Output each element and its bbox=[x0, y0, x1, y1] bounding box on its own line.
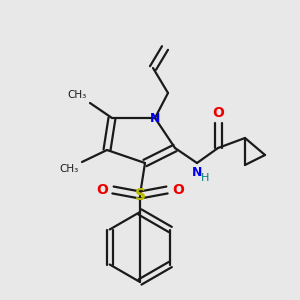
Text: CH₃: CH₃ bbox=[60, 164, 79, 174]
Text: N: N bbox=[150, 112, 160, 124]
Text: S: S bbox=[134, 188, 146, 202]
Text: N: N bbox=[192, 166, 202, 179]
Text: H: H bbox=[201, 173, 209, 183]
Text: CH₃: CH₃ bbox=[68, 90, 87, 100]
Text: O: O bbox=[172, 183, 184, 197]
Text: O: O bbox=[96, 183, 108, 197]
Text: O: O bbox=[212, 106, 224, 120]
